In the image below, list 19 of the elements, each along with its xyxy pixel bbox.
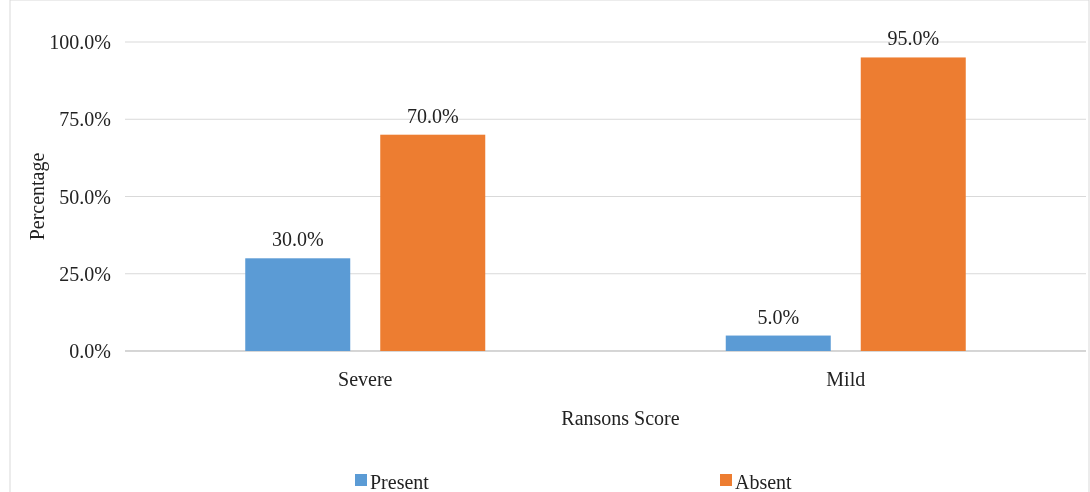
y-tick-label: 75.0%: [59, 108, 111, 131]
y-tick-label: 0.0%: [69, 340, 111, 362]
x-axis-title: Ransons Score: [561, 407, 680, 429]
data-label: 30.0%: [271, 228, 324, 251]
y-axis-title: Percentage: [26, 152, 49, 241]
x-tick-label: Mild: [826, 368, 866, 390]
legend-label: Absent: [735, 471, 793, 492]
bar: [860, 57, 966, 351]
y-tick-label: 100.0%: [49, 31, 111, 53]
x-tick-label: Severe: [338, 368, 393, 390]
data-label: 70.0%: [406, 104, 459, 127]
data-label: 95.0%: [887, 27, 940, 50]
legend-label: Present: [370, 471, 430, 492]
y-tick-label: 25.0%: [59, 262, 111, 285]
bar: [245, 258, 351, 351]
bar: [725, 335, 831, 351]
data-label: 5.0%: [757, 305, 800, 328]
bar: [380, 134, 486, 351]
y-tick-label: 50.0%: [59, 185, 111, 208]
